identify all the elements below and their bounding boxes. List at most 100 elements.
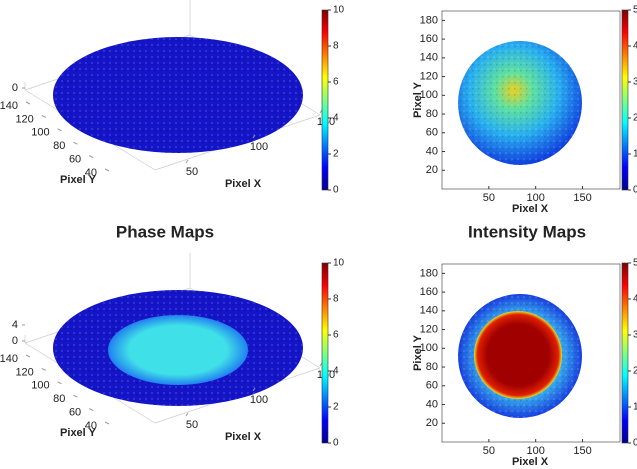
y-tick-label: 180: [420, 267, 438, 279]
y-tick: [41, 367, 47, 371]
colorbar-tick-label: 0: [633, 438, 637, 449]
heading: Phase Maps: [116, 222, 214, 241]
y-tick: [41, 114, 47, 118]
x-tick: [319, 362, 323, 367]
y-tick: [25, 101, 31, 105]
y-tick: [73, 141, 78, 145]
x-tick: [185, 159, 189, 164]
x-axis-label: Pixel X: [512, 456, 549, 468]
y-tick: [73, 394, 78, 398]
y-tick-label: 120: [15, 366, 33, 378]
y-tick: [104, 421, 110, 425]
z-tick-label: 0: [12, 82, 18, 94]
y-tick-label: 120: [420, 323, 438, 335]
colorbar-tick-label: 10: [633, 402, 637, 413]
x-tick: [185, 412, 189, 417]
y-tick: [25, 354, 31, 358]
y-tick-label: 140: [0, 353, 18, 365]
y-tick-label: 60: [69, 407, 81, 419]
x-tick: [252, 387, 256, 392]
y-tick-label: 80: [53, 140, 65, 152]
colorbar-tick-label: 50: [633, 5, 637, 16]
colorbar-tick-label: 50: [633, 258, 637, 269]
colorbar-tick-label: 10: [333, 5, 345, 16]
colorbar-tick-label: 40: [633, 41, 637, 52]
z-tick-label: 0: [12, 335, 18, 347]
colorbar-tick-label: 6: [333, 330, 339, 341]
y-axis-label: Pixel Y: [60, 174, 97, 186]
y-tick: [57, 381, 62, 385]
colorbar-tick-label: 0: [333, 438, 339, 449]
y-tick-label: 60: [426, 127, 438, 139]
colorbar-tick-label: 30: [633, 77, 637, 88]
colorbar-tick-label: 40: [633, 294, 637, 305]
y-tick-label: 120: [420, 70, 438, 82]
colorbar-tick-label: 6: [333, 77, 339, 88]
y-tick-label: 40: [85, 167, 97, 179]
y-tick-label: 40: [85, 420, 97, 432]
intensity-core: [474, 311, 562, 399]
y-tick-label: 100: [31, 127, 49, 139]
colorbar-tick-label: 2: [333, 149, 339, 160]
y-tick-label: 80: [426, 108, 438, 120]
x-tick-label: 50: [483, 192, 495, 204]
y-tick: [88, 155, 94, 159]
colorbar-tick-label: 2: [333, 402, 339, 413]
y-tick-label: 100: [420, 342, 438, 354]
intensity-texture: [458, 41, 582, 165]
y-tick: [88, 408, 94, 412]
y-tick-label: 140: [420, 52, 438, 64]
colorbar-tick-label: 4: [333, 366, 339, 377]
colorbar-tick-label: 30: [633, 330, 637, 341]
heading: Intensity Maps: [468, 222, 586, 241]
y-tick-label: 40: [426, 398, 438, 410]
x-axis-label: Pixel X: [225, 431, 262, 443]
x-tick-label: 100: [527, 445, 545, 457]
y-tick-label: 140: [0, 100, 18, 112]
y-axis-label: Pixel Y: [412, 334, 424, 371]
y-axis-label: Pixel Y: [412, 81, 424, 118]
x-tick-label: 150: [573, 192, 591, 204]
y-tick-label: 160: [420, 286, 438, 298]
z-tick-label: 4: [12, 319, 18, 331]
y-tick-label: 80: [426, 361, 438, 373]
x-axis-label: Pixel X: [225, 178, 262, 190]
y-tick-label: 60: [426, 380, 438, 392]
y-axis-label: Pixel Y: [60, 427, 97, 439]
y-tick-label: 160: [420, 33, 438, 45]
x-tick-label: 100: [527, 192, 545, 204]
x-tick-label: 150: [573, 445, 591, 457]
colorbar: [621, 262, 629, 444]
x-tick: [252, 134, 256, 139]
x-tick-label: 100: [250, 394, 268, 406]
x-tick-label: 50: [186, 166, 198, 178]
colorbar-tick-label: 10: [633, 149, 637, 160]
colorbar-tick-label: 0: [633, 185, 637, 196]
surface-texture: [53, 37, 303, 153]
colorbar-tick-label: 10: [333, 258, 345, 269]
x-tick: [319, 109, 323, 114]
y-tick-label: 80: [53, 393, 65, 405]
colorbar-tick-label: 8: [333, 294, 339, 305]
x-axis-label: Pixel X: [512, 203, 549, 215]
y-tick-label: 180: [420, 14, 438, 26]
x-tick-label: 100: [250, 141, 268, 153]
y-tick: [57, 128, 62, 132]
colorbar-tick-label: 20: [633, 366, 637, 377]
colorbar-tick-label: 0: [333, 185, 339, 196]
surface-plateau: [108, 315, 248, 385]
y-tick-label: 40: [426, 145, 438, 157]
y-tick-label: 140: [420, 305, 438, 317]
colorbar: [621, 9, 629, 191]
y-tick-label: 20: [426, 417, 438, 429]
y-tick-label: 100: [31, 380, 49, 392]
colorbar-tick-label: 8: [333, 41, 339, 52]
y-tick-label: 60: [69, 154, 81, 166]
colorbar: [321, 9, 329, 191]
colorbar-tick-label: 4: [333, 113, 339, 124]
x-tick-label: 50: [483, 445, 495, 457]
x-tick-label: 50: [186, 419, 198, 431]
colorbar: [321, 262, 329, 444]
